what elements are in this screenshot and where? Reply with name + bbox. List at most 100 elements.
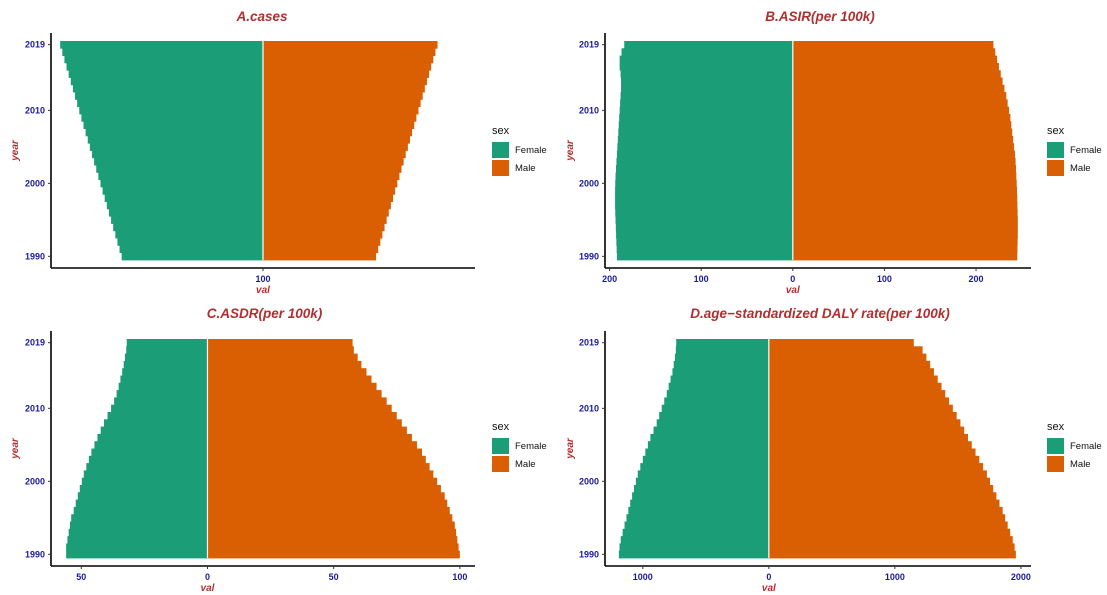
bar-female-2001 bbox=[98, 172, 263, 181]
bar-female-1994 bbox=[624, 521, 769, 530]
bar-female-2015 bbox=[68, 70, 264, 78]
bar-male-1992 bbox=[207, 536, 458, 544]
bar-male-1994 bbox=[207, 521, 455, 530]
bar-male-1993 bbox=[263, 230, 383, 239]
bar-female-2003 bbox=[642, 455, 769, 464]
legend-swatch-female bbox=[492, 142, 509, 158]
bar-female-2017 bbox=[124, 353, 208, 362]
bar-female-2008 bbox=[656, 419, 769, 427]
bar-male-2019 bbox=[768, 339, 914, 347]
bar-male-2002 bbox=[263, 165, 402, 173]
bar-male-2017 bbox=[768, 353, 927, 362]
y-tick-label: 2000 bbox=[579, 178, 599, 188]
legend-label-female: Female bbox=[515, 144, 547, 156]
bar-male-1990 bbox=[263, 252, 377, 261]
chart-panel-d: D.age−standardized DALY rate(per 100k) 1… bbox=[555, 297, 1107, 595]
bar-female-2008 bbox=[83, 121, 263, 129]
bar-male-2008 bbox=[768, 419, 961, 427]
bar-male-2011 bbox=[207, 397, 387, 406]
bar-male-2007 bbox=[792, 128, 1013, 137]
bar-male-1999 bbox=[792, 187, 1017, 195]
y-axis-label: year bbox=[565, 437, 576, 460]
bar-female-2003 bbox=[616, 157, 793, 166]
bar-male-1992 bbox=[263, 238, 381, 246]
chart-c-plot: 1990 2000 2010 2019 50 0 50 100 val year bbox=[10, 331, 475, 594]
bar-male-1994 bbox=[792, 223, 1018, 232]
bar-male-1993 bbox=[792, 230, 1018, 239]
bar-female-2017 bbox=[619, 55, 793, 64]
y-tick-label: 1990 bbox=[25, 251, 45, 261]
bar-male-2011 bbox=[768, 397, 950, 406]
bar-female-2006 bbox=[97, 433, 208, 442]
bar-male-2013 bbox=[792, 84, 1005, 93]
bar-female-2001 bbox=[637, 470, 769, 479]
bar-female-1999 bbox=[102, 187, 263, 195]
bar-male-1997 bbox=[792, 201, 1018, 210]
bar-female-1998 bbox=[615, 194, 793, 202]
chart-panel-c: C.ASDR(per 100k) 1990 2000 2010 2019 50 0 50 10… bbox=[0, 297, 552, 595]
bar-male-1996 bbox=[792, 208, 1018, 217]
bar-male-1991 bbox=[792, 245, 1018, 254]
chart-d-plot: 1990 2000 2010 2019 1000 0 1000 2000 val year bbox=[565, 331, 1031, 594]
bar-female-2006 bbox=[87, 135, 263, 144]
bar-male-2000 bbox=[263, 179, 398, 188]
bar-female-2016 bbox=[619, 62, 793, 71]
bar-male-1992 bbox=[792, 238, 1018, 246]
x-tick-label: 100 bbox=[694, 274, 709, 284]
bar-female-2014 bbox=[621, 77, 793, 86]
bar-female-2013 bbox=[118, 382, 208, 391]
bar-female-1993 bbox=[115, 230, 263, 239]
y-axis-label: year bbox=[10, 139, 21, 162]
y-tick-label: 2010 bbox=[579, 105, 599, 115]
bar-female-2002 bbox=[86, 463, 208, 471]
y-tick-label: 2010 bbox=[25, 105, 45, 115]
bar-male-2011 bbox=[792, 99, 1008, 108]
series-male bbox=[263, 41, 438, 261]
x-tick-label: 1000 bbox=[633, 572, 653, 582]
bar-male-2019 bbox=[263, 41, 438, 49]
x-axis-label: val bbox=[256, 285, 270, 296]
bar-male-2017 bbox=[207, 353, 358, 362]
bar-female-1999 bbox=[633, 485, 769, 493]
bar-female-2016 bbox=[66, 62, 264, 71]
legend-swatch-male bbox=[492, 160, 509, 176]
x-tick-label: 0 bbox=[766, 572, 771, 582]
bar-female-2014 bbox=[70, 77, 263, 86]
bar-male-2012 bbox=[768, 390, 946, 398]
bar-male-1991 bbox=[768, 543, 1015, 552]
legend: sex Female Male bbox=[492, 421, 547, 473]
legend-label-male: Male bbox=[1070, 458, 1091, 470]
bar-female-1997 bbox=[106, 201, 264, 210]
bar-male-1995 bbox=[792, 216, 1018, 224]
legend: sex Female Male bbox=[1047, 421, 1102, 473]
bar-female-2006 bbox=[650, 433, 769, 442]
series-male bbox=[207, 339, 460, 559]
legend: sex Female Male bbox=[1047, 125, 1102, 177]
bar-male-2000 bbox=[207, 477, 438, 486]
bar-male-2017 bbox=[263, 55, 434, 64]
bar-female-2008 bbox=[618, 121, 793, 129]
chart-panel-b: B.ASIR(per 100k) 1990 2000 2010 2019 200 100 0… bbox=[555, 0, 1107, 297]
bar-male-1994 bbox=[768, 521, 1008, 530]
bar-female-2012 bbox=[116, 390, 208, 398]
bar-male-1998 bbox=[263, 194, 394, 202]
bar-male-2012 bbox=[792, 92, 1007, 100]
bar-male-2014 bbox=[263, 77, 427, 86]
bar-male-2018 bbox=[792, 48, 996, 56]
bar-female-1992 bbox=[67, 536, 208, 544]
bar-male-2003 bbox=[792, 157, 1016, 166]
bar-male-2004 bbox=[768, 448, 976, 457]
bar-female-2009 bbox=[619, 114, 793, 122]
bar-female-1991 bbox=[66, 543, 208, 552]
bar-male-2019 bbox=[207, 339, 353, 347]
bar-male-2005 bbox=[768, 441, 972, 449]
bar-male-2003 bbox=[207, 455, 426, 464]
legend-swatch-female bbox=[1047, 438, 1064, 454]
legend-label-female: Female bbox=[1070, 144, 1102, 156]
legend-title: sex bbox=[492, 421, 510, 433]
bar-female-1999 bbox=[79, 485, 208, 493]
bar-male-2016 bbox=[263, 62, 432, 71]
bar-female-2011 bbox=[114, 397, 208, 406]
bar-male-2018 bbox=[207, 346, 354, 354]
bar-male-2014 bbox=[207, 375, 372, 384]
